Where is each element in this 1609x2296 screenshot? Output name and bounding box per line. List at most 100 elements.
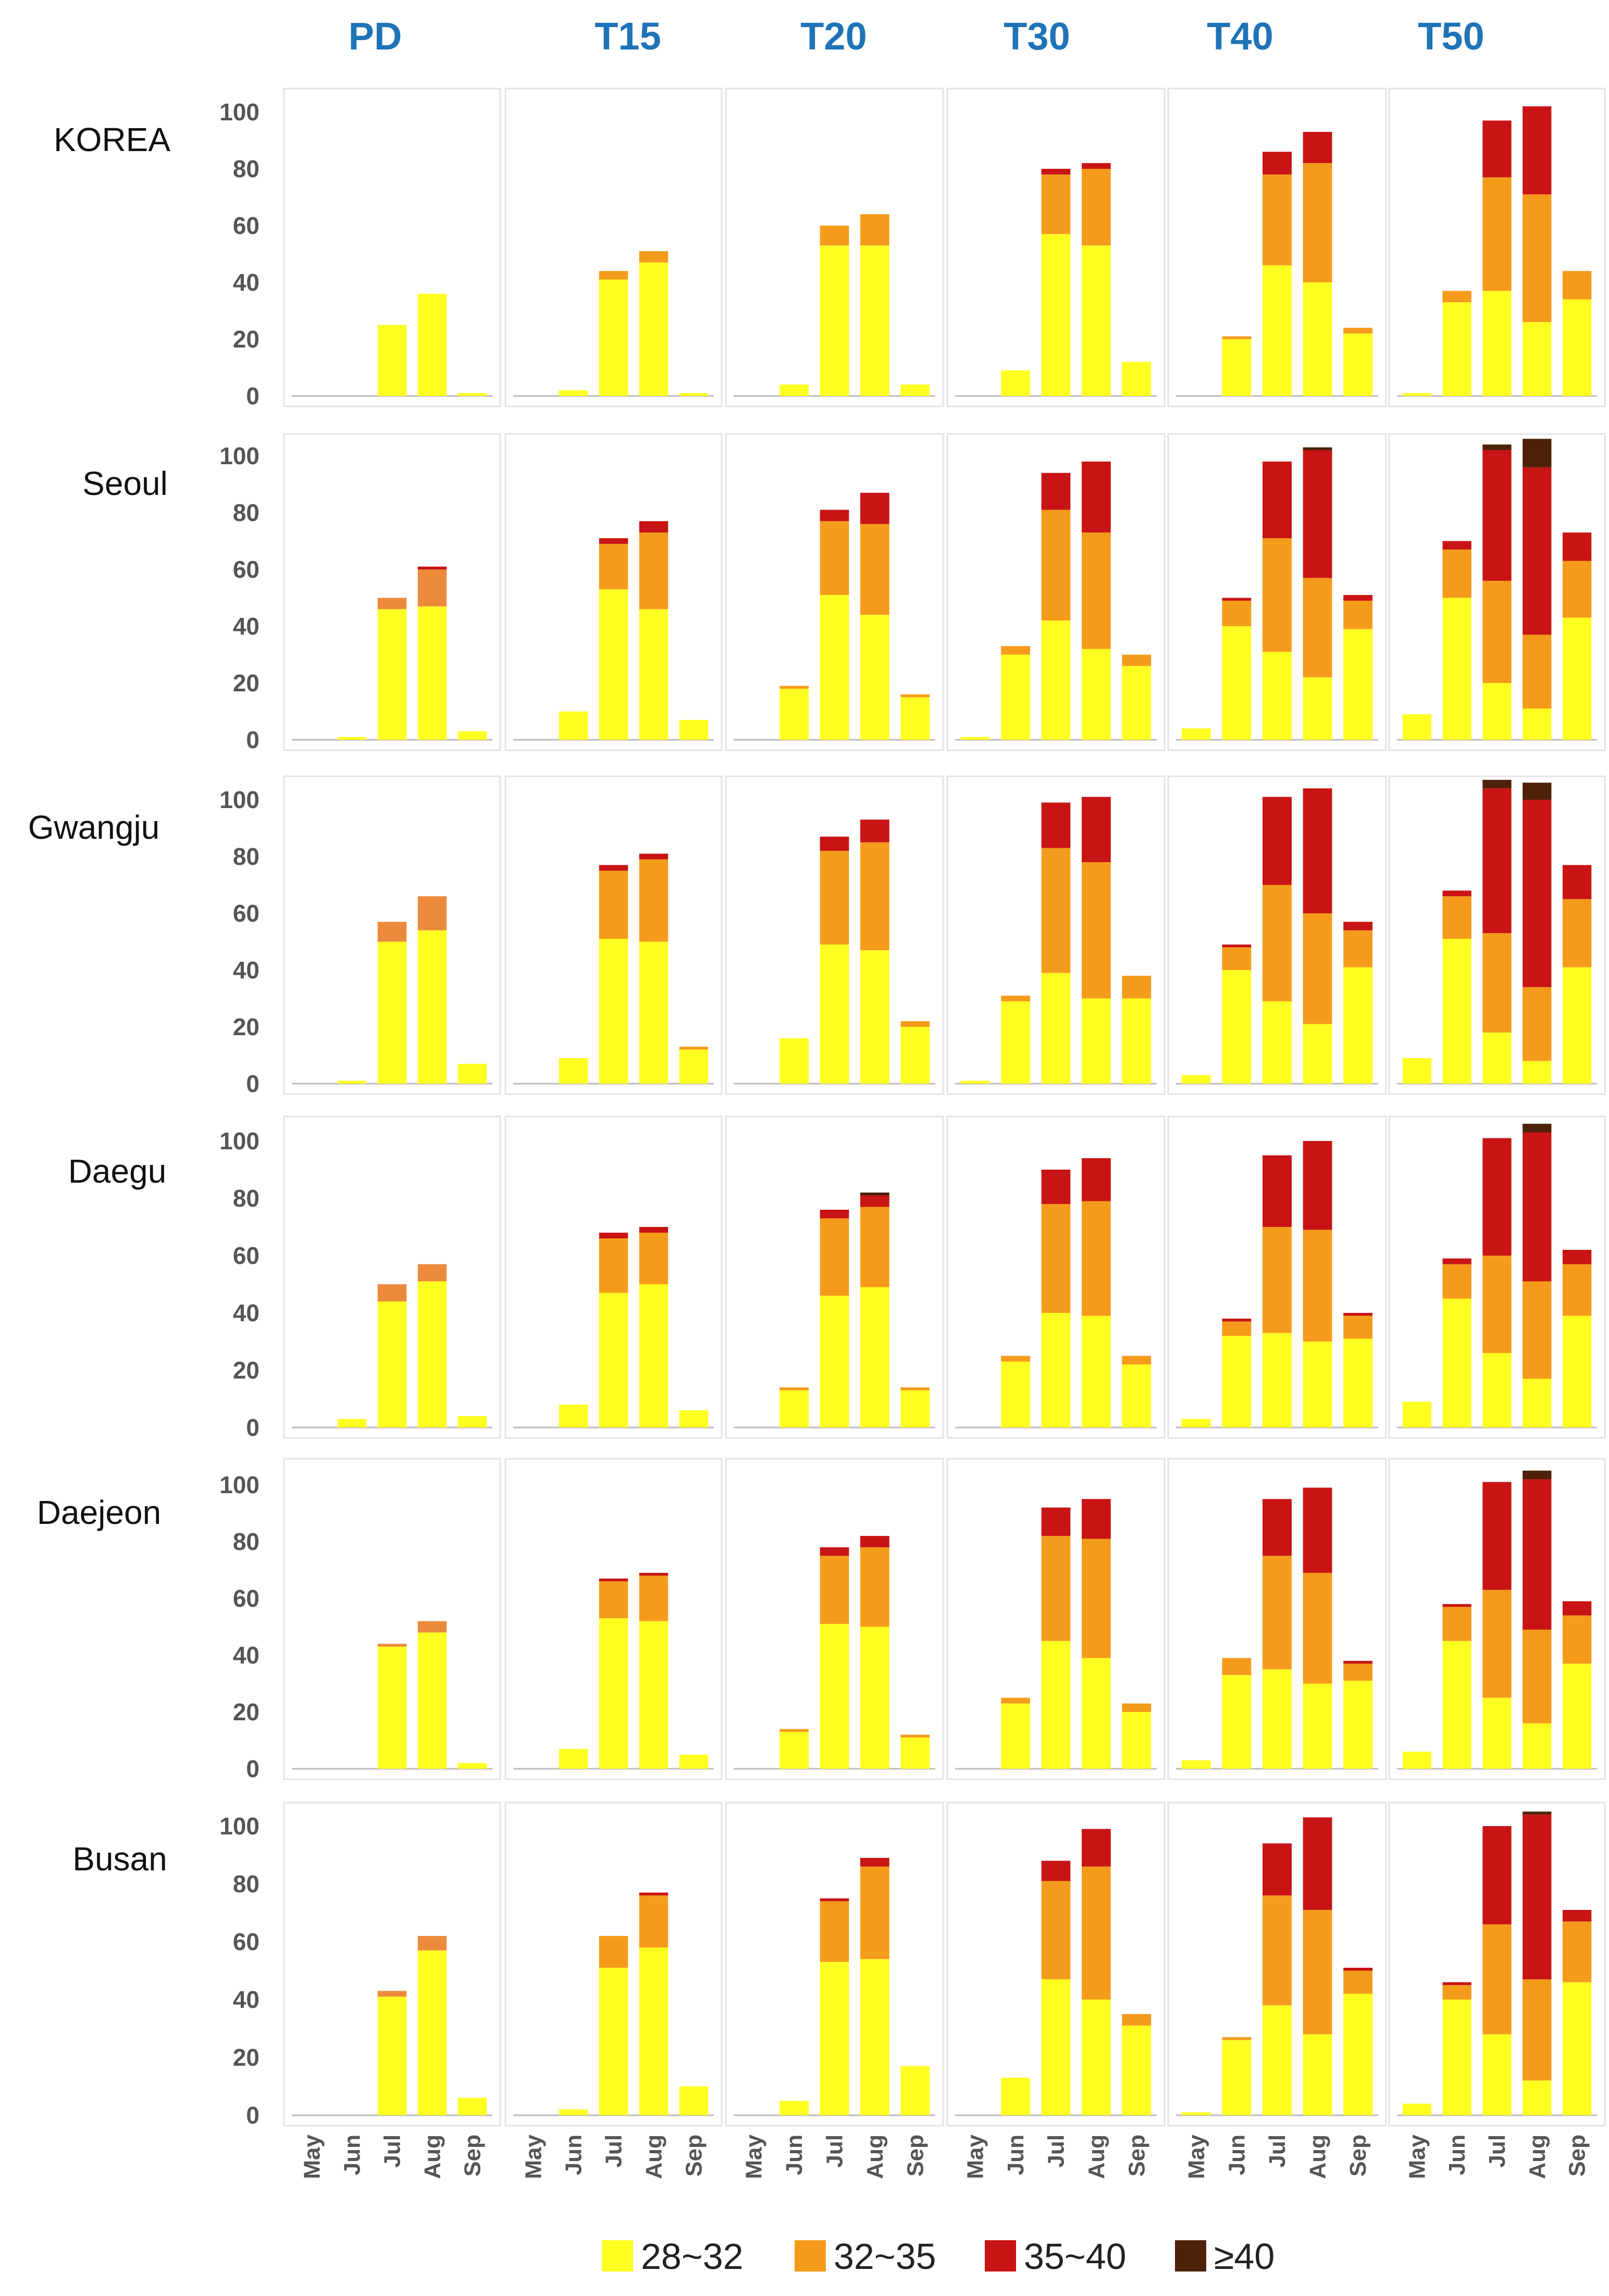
bar-segment-jul: [820, 944, 849, 1084]
bar-segment-aug: [1303, 1024, 1332, 1084]
panel-frame: [1167, 88, 1387, 407]
bar-segment-sep: [1343, 922, 1373, 930]
bar-segment-jul: [599, 1618, 628, 1769]
bar-segment-jul: [1482, 1482, 1512, 1590]
bar-segment-sep: [457, 393, 487, 396]
y-tick-label: 100: [219, 1813, 259, 1840]
bar-segment-jul: [1263, 1895, 1292, 2006]
bar-segment-aug: [860, 842, 889, 950]
panel-frame: [504, 88, 723, 407]
panel-frame: [283, 433, 501, 751]
panel-frame: [1388, 775, 1606, 1095]
bar-segment-jul: [1041, 973, 1071, 1084]
panel-frame: [946, 1115, 1166, 1439]
y-tick-label: 60: [233, 556, 259, 583]
panel-frame: [504, 775, 723, 1095]
bar-segment-jun: [1222, 1336, 1252, 1428]
bar-segment-jul: [1041, 802, 1071, 848]
bar-segment-may: [1181, 728, 1211, 740]
bar-segment-jun: [1001, 2077, 1030, 2115]
bar-segment-jun: [779, 1732, 809, 1769]
bar-segment-aug: [1523, 709, 1552, 740]
bar-segment-aug: [860, 524, 889, 615]
bar-segment-sep: [1343, 1315, 1373, 1339]
bar-segment-jun: [1442, 890, 1471, 897]
bar-segment-jul: [1041, 1641, 1071, 1769]
bar-segment-jun: [1222, 600, 1252, 626]
y-tick-label: 40: [233, 1986, 259, 2013]
panel-frame: [1388, 1115, 1606, 1439]
bar-segment-jul: [820, 510, 849, 522]
bar-segment-aug: [1082, 2000, 1111, 2115]
bar-segment-aug: [639, 1233, 669, 1284]
bar-segment-sep: [1343, 595, 1373, 601]
bar-segment-aug: [1082, 1499, 1111, 1539]
bar-segment-jul: [820, 1556, 849, 1624]
bar-segment-sep: [1343, 600, 1373, 629]
x-tick-label-jul: Jul: [601, 2134, 627, 2168]
y-tick-label: 60: [233, 900, 259, 927]
bar-segment-aug: [1303, 1817, 1332, 1910]
bar-segment-aug: [1523, 1470, 1552, 1480]
x-tick-label-may: May: [1184, 2134, 1209, 2179]
bar-segment-jun: [1442, 302, 1471, 396]
bar-segment-jul: [377, 1644, 407, 1647]
bar-segment-aug: [1523, 635, 1552, 709]
bar-segment-jul: [820, 1898, 849, 1902]
bar-segment-aug: [639, 251, 669, 263]
bar-segment-aug: [1523, 1479, 1552, 1630]
x-tick-label-jun: Jun: [1444, 2134, 1470, 2175]
panel-frame: [1388, 1458, 1606, 1780]
y-tick-label: 100: [219, 98, 259, 126]
bar-segment-aug: [1523, 1379, 1552, 1428]
bar-segment-aug: [1082, 862, 1111, 999]
bar-segment-sep: [1562, 271, 1592, 300]
bar-segment-jul: [1482, 1256, 1512, 1353]
bar-segment-jul: [1041, 510, 1071, 621]
bar-segment-aug: [860, 950, 889, 1084]
legend-swatch: [602, 2240, 633, 2272]
bar-segment-jul: [1041, 1313, 1071, 1428]
bar-segment-aug: [417, 1264, 447, 1282]
bar-segment-sep: [679, 1047, 709, 1050]
bar-segment-jun: [1001, 996, 1030, 1001]
bar-segment-jun: [1001, 654, 1030, 740]
bar-segment-sep: [1562, 299, 1592, 396]
y-tick-label: 0: [246, 726, 259, 753]
panel-frame: [1167, 775, 1387, 1095]
bar-segment-sep: [900, 1027, 930, 1084]
bar-segment-jun: [1222, 626, 1252, 740]
x-tick-label-jul: Jul: [1044, 2134, 1069, 2168]
bar-segment-sep: [1343, 1664, 1373, 1681]
bar-segment-sep: [900, 694, 930, 698]
legend-swatch: [985, 2240, 1016, 2272]
bar-segment-may: [1402, 2103, 1432, 2115]
bar-segment-aug: [860, 1536, 889, 1547]
bar-segment-jul: [1482, 444, 1512, 451]
x-tick-label-jun: Jun: [1224, 2134, 1249, 2175]
panel-frame: [725, 1115, 944, 1439]
bar-segment-jun: [1442, 1607, 1471, 1641]
panel-frame: [1388, 88, 1606, 407]
bar-segment-aug: [1303, 788, 1332, 913]
x-tick-label-sep: Sep: [1124, 2134, 1149, 2177]
bar-segment-jul: [1263, 1669, 1292, 1769]
bar-segment-aug: [860, 1959, 889, 2115]
bar-segment-aug: [1082, 1201, 1111, 1316]
bar-segment-aug: [1523, 194, 1552, 322]
bar-segment-aug: [860, 1547, 889, 1627]
bar-segment-jul: [820, 1296, 849, 1428]
bar-segment-jun: [559, 390, 588, 396]
y-tick-label: 0: [246, 1070, 259, 1097]
bar-segment-jun: [779, 686, 809, 689]
legend-swatch: [795, 2240, 826, 2272]
bar-segment-aug: [860, 1287, 889, 1428]
bar-segment-jun: [1442, 1982, 1471, 1985]
bar-segment-may: [1181, 1760, 1211, 1769]
y-tick-label: 60: [233, 212, 259, 239]
y-tick-label: 0: [246, 2102, 259, 2129]
panel-frame: [946, 1802, 1166, 2127]
bar-segment-jul: [1263, 652, 1292, 740]
x-tick-label-sep: Sep: [1345, 2134, 1371, 2177]
bar-segment-jun: [1442, 1258, 1471, 1264]
